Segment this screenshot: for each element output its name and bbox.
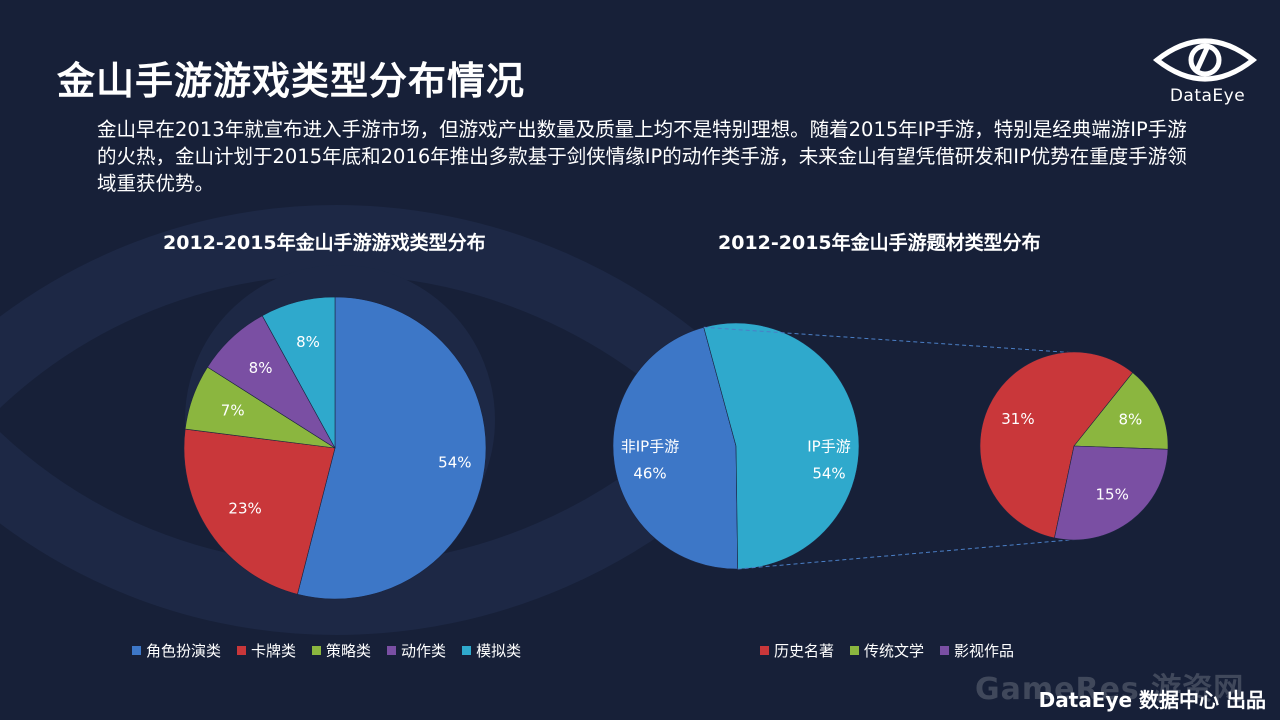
legend-item: 角色扮演类 (132, 640, 221, 661)
pie-slice (261, 296, 336, 449)
gameres-watermark: GameRes 游资网 (975, 672, 1245, 707)
legend-swatch (940, 646, 950, 655)
legend-label: 卡牌类 (251, 642, 297, 660)
legend-swatch (387, 646, 397, 655)
legend-item: 影视作品 (940, 640, 1014, 661)
description-paragraph: 金山早在2013年就宣布进入手游市场，但游戏产出数量及质量上均不是特别理想。随着… (97, 118, 1187, 195)
slice-label: 23% (228, 500, 261, 518)
slice-label: 31% (1001, 410, 1034, 428)
slice-label: 46% (633, 465, 666, 483)
legend-swatch (237, 646, 247, 655)
pie-slice (979, 351, 1134, 539)
legend-label: 历史名著 (774, 642, 835, 660)
legend-item: 传统文学 (850, 640, 924, 661)
legend-label: 动作类 (401, 642, 447, 660)
logo-text: DataEye (1169, 86, 1246, 106)
footer-credit: DataEye 数据中心 出品 (1038, 688, 1266, 712)
slice-label: 8% (249, 359, 273, 377)
pie-slice (703, 322, 860, 570)
slice-label: 7% (221, 402, 245, 420)
legend-item: 历史名著 (760, 640, 834, 661)
legend-swatch (760, 646, 769, 655)
chart2-title: 2012-2015年金山手游题材类型分布 (718, 232, 1041, 254)
legend-label: 策略类 (326, 642, 372, 660)
legend-label: 角色扮演类 (146, 642, 222, 660)
legend-swatch (462, 646, 472, 655)
connector-line (703, 326, 1093, 355)
legend-swatch (132, 646, 141, 655)
legend-swatch (850, 646, 860, 655)
slice-label: 15% (1096, 485, 1129, 503)
connector-line (737, 537, 1093, 570)
legend-swatch (312, 646, 322, 655)
chart1-title: 2012-2015年金山手游游戏类型分布 (163, 232, 486, 254)
pie-slice (297, 296, 487, 600)
pie-slice (1054, 445, 1169, 541)
slice-label: 8% (1118, 411, 1142, 429)
page-title: 金山手游游戏类型分布情况 (57, 59, 526, 103)
legend-label: 模拟类 (476, 642, 522, 660)
legend-label: 影视作品 (954, 642, 1015, 660)
dataeye-eye-logo-icon (1152, 38, 1258, 82)
pie-slice (183, 428, 336, 595)
legend-item: 卡牌类 (237, 640, 296, 661)
slice-label: 54% (812, 465, 845, 483)
pie-slice (1073, 372, 1169, 450)
pie-slice (612, 326, 739, 570)
slice-name-label: IP手游 (807, 438, 850, 456)
slice-name-label: 非IP手游 (621, 438, 679, 456)
legend-label: 传统文学 (864, 642, 925, 660)
legend-item: 模拟类 (462, 640, 521, 661)
chart2-legend: 历史名著 传统文学 影视作品 (760, 640, 1014, 661)
legend-item: 策略类 (312, 640, 371, 661)
slice-label: 54% (438, 454, 471, 472)
slice-label: 8% (296, 333, 320, 351)
chart1-legend: 角色扮演类 卡牌类 策略类 动作类 模拟类 (132, 640, 521, 661)
legend-item: 动作类 (387, 640, 446, 661)
